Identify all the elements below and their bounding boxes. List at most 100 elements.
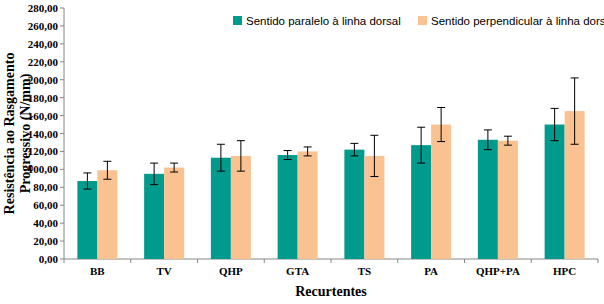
error-cap [571,144,579,145]
x-tick [64,259,65,263]
chart: 0,0020,0040,0060,0080,00100,00120,00140,… [0,0,604,304]
y-tick-label: 240,00 [28,38,59,50]
error-line [287,151,288,160]
error-cap [83,172,91,173]
y-tick [60,115,64,116]
y-tick-label: 280,00 [28,2,59,14]
y-tick-label: 260,00 [28,20,59,32]
x-tick [531,259,532,263]
bar [478,140,498,259]
x-tick-label: TV [156,265,171,277]
error-cap [237,171,245,172]
error-cap [150,184,158,185]
error-cap [551,140,559,141]
error-cap [504,145,512,146]
error-line [374,135,375,176]
y-tick [60,259,64,260]
error-line [107,161,108,179]
x-tick-label: TS [358,265,371,277]
error-bar [237,141,245,171]
error-bar [150,163,158,185]
y-tick-label: 0,00 [39,253,59,265]
bar [344,150,364,259]
legend-swatch [233,16,242,25]
y-tick-label: 80,00 [33,181,58,193]
bar [545,125,565,259]
error-line [507,136,508,145]
error-bar [350,143,358,156]
legend-label: Sentido perpendicular à linha dorsal [431,15,604,27]
x-tick [464,259,465,263]
bar [211,158,231,259]
error-line [240,141,241,171]
bar [231,156,251,259]
bar [144,174,164,259]
legend-label: Sentido paralelo à linha dorsal [246,15,401,27]
error-line [421,127,422,163]
error-line [354,143,355,156]
x-tick [598,259,599,263]
error-line [154,163,155,185]
error-bar [170,163,178,172]
y-tick [60,43,64,44]
error-bar [370,135,378,176]
error-cap [237,140,245,141]
legend-swatch [418,16,427,25]
error-cap [103,161,111,162]
error-cap [83,189,91,190]
error-bar [417,127,425,163]
y-tick [60,205,64,206]
error-cap [437,107,445,108]
error-cap [150,163,158,164]
error-bar [484,130,492,150]
y-tick-label: 20,00 [33,235,58,247]
error-cap [437,141,445,142]
error-cap [370,176,378,177]
error-cap [504,136,512,137]
error-cap [370,135,378,136]
error-cap [103,179,111,180]
x-tick [397,259,398,263]
error-cap [350,143,358,144]
y-tick [60,97,64,98]
error-bar [504,136,512,145]
bar [77,181,97,259]
error-cap [417,163,425,164]
error-line [441,108,442,142]
y-tick [60,241,64,242]
y-tick [60,223,64,224]
bar [164,168,184,259]
error-cap [551,108,559,109]
error-cap [217,171,225,172]
error-bar [551,108,559,140]
error-cap [170,172,178,173]
error-cap [484,149,492,150]
x-tick-label: BB [90,265,105,277]
y-tick [60,133,64,134]
y-tick [60,61,64,62]
x-axis-title: Recurtentes [295,284,367,299]
x-tick [264,259,265,263]
x-tick [197,259,198,263]
y-axis-title: Progressivo (N/mm) [18,73,34,193]
y-tick-label: 220,00 [28,56,59,68]
bar [278,155,298,259]
error-bar [571,78,579,144]
error-bar [437,108,445,142]
error-cap [284,150,292,151]
y-tick-label: 60,00 [33,199,58,211]
bar [498,141,518,259]
error-line [87,173,88,189]
error-cap [304,155,312,156]
y-tick [60,79,64,80]
error-cap [417,127,425,128]
y-tick [60,151,64,152]
x-tick [331,259,332,263]
error-bar [284,151,292,160]
y-tick [60,8,64,9]
bars [77,78,584,259]
x-tick-label: HPC [553,265,576,277]
error-bar [304,147,312,156]
error-line [174,163,175,172]
error-line [554,108,555,140]
